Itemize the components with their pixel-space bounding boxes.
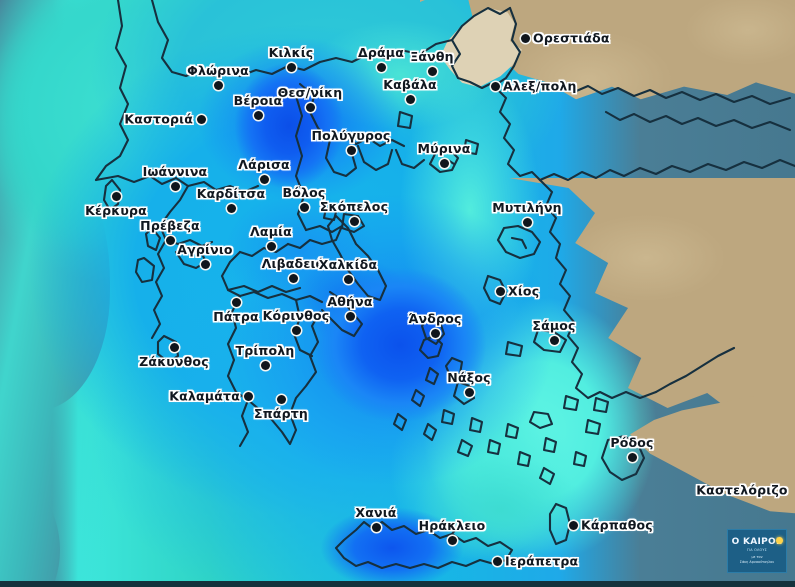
city-dot-icon (197, 115, 206, 124)
city-dot-icon (244, 392, 253, 401)
city-dot-icon (287, 63, 296, 72)
watermark-byline-prefix: με τον (751, 555, 763, 560)
city-dot-icon (491, 82, 500, 91)
city-dot-icon (306, 103, 315, 112)
city-label: Χανιά (355, 505, 397, 520)
city-label: Κάρπαθος (581, 517, 653, 533)
city-label: Καστοριά (124, 111, 193, 127)
city-dot-icon (344, 275, 353, 284)
city-label: Ζάκυνθος (139, 354, 209, 369)
city-dot-icon (254, 111, 263, 120)
city-label: Πρέβεζα (140, 218, 200, 233)
city-label: Αθήνα (327, 294, 373, 309)
city-dot-icon (431, 329, 440, 338)
city-label: Καρδίτσα (196, 186, 266, 201)
sun-icon (776, 537, 784, 545)
city-dot-icon (346, 312, 355, 321)
city-dot-icon (277, 395, 286, 404)
city-dot-icon (628, 453, 637, 462)
city-dot-icon (289, 274, 298, 283)
city-label: Ορεστιάδα (533, 30, 610, 46)
city-label: Πολύγυρος (311, 128, 391, 143)
city-label: Ηράκλειο (418, 518, 486, 533)
city-label: Λαμία (250, 224, 292, 239)
city-label: Αλεξ/πολη (503, 78, 577, 94)
city-dot-icon (406, 95, 415, 104)
city-dot-icon (201, 260, 210, 269)
city-label: Λιβαδειά (261, 256, 325, 271)
city-label: Κόρινθος (262, 308, 330, 323)
city-label: Βέροια (233, 93, 283, 108)
watermark-byline: με τον Σάκη Αρναούτογλου (740, 555, 774, 564)
city-dot-icon (493, 557, 502, 566)
city-dot-icon (428, 67, 437, 76)
city-dot-icon (171, 182, 180, 191)
city-label: Δράμα (358, 45, 404, 60)
city-dot-icon (227, 204, 236, 213)
watermark-brand-text: Ο ΚΑΙΡΟΣ (731, 537, 783, 548)
city-label: Μυτιλήνη (492, 200, 562, 215)
city-label: Καστελόριζο (696, 482, 788, 498)
bottom-border (0, 581, 795, 587)
city-dot-icon (170, 343, 179, 352)
city-label: Ρόδος (610, 435, 654, 450)
city-dot-icon (112, 192, 121, 201)
city-dot-icon (232, 298, 241, 307)
city-dot-icon (166, 236, 175, 245)
city-dot-icon (347, 146, 356, 155)
city-dot-icon (569, 521, 578, 530)
city-label: Σπάρτη (253, 406, 309, 421)
city-dot-icon (267, 242, 276, 251)
city-dot-icon (261, 361, 270, 370)
city-dot-icon (260, 175, 269, 184)
city-label: Μύρινα (417, 141, 471, 156)
watermark-brand: Ο ΚΑΙΡΟΣ (731, 537, 784, 548)
city-dot-icon (372, 523, 381, 532)
city-label: Ξάνθη (410, 49, 454, 64)
city-dot-icon (292, 326, 301, 335)
city-dot-icon (214, 81, 223, 90)
city-dot-icon (300, 203, 309, 212)
city-dot-icon (496, 287, 505, 296)
city-dot-icon (550, 336, 559, 345)
city-label: Χίος (508, 283, 540, 299)
city-label: Ιωάννινα (142, 164, 208, 179)
city-label: Νάξος (447, 370, 491, 385)
city-label: Τρίπολη (235, 343, 295, 358)
watermark-byline-name: Σάκη Αρναούτογλου (739, 559, 775, 564)
city-dot-icon (377, 63, 386, 72)
watermark-tagline: ΓΙΑ ΟΛΟΥΣ (747, 548, 767, 553)
city-label: Κέρκυρα (85, 203, 147, 218)
city-label: Πάτρα (213, 309, 259, 324)
city-label: Βόλος (282, 185, 326, 200)
city-label: Χαλκίδα (318, 257, 378, 272)
city-label: Λάρισα (238, 157, 290, 172)
city-dot-icon (521, 34, 530, 43)
city-label: Άνδρος (408, 311, 462, 326)
city-label: Θεσ/νίκη (277, 85, 343, 100)
city-dot-icon (448, 536, 457, 545)
city-dot-icon (465, 388, 474, 397)
city-label: Φλώρινα (187, 63, 249, 78)
city-label: Σάμος (532, 318, 576, 333)
city-dot-icon (440, 159, 449, 168)
city-label: Καλαμάτα (169, 388, 240, 404)
city-label: Σκόπελος (319, 199, 389, 214)
city-label: Κιλκίς (268, 45, 314, 60)
city-dot-icon (523, 218, 532, 227)
channel-watermark: Ο ΚΑΙΡΟΣ ΓΙΑ ΟΛΟΥΣ με τον Σάκη Αρναούτογ… (727, 529, 787, 573)
city-label: Καβάλα (383, 77, 437, 92)
city-label: Ιεράπετρα (505, 553, 579, 569)
city-dot-icon (350, 217, 359, 226)
city-label: Αγρίνιο (177, 242, 233, 257)
